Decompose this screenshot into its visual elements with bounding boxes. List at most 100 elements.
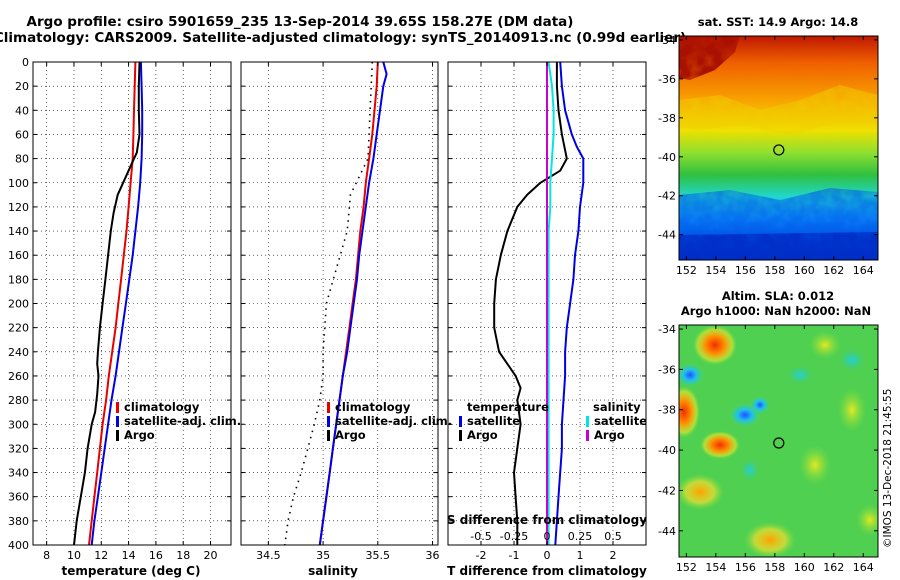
sla-map: 152 154 156 158 160 162 164 -34 -36 -38 -40 -42 -44 bbox=[658, 323, 879, 574]
sla-anomaly bbox=[838, 388, 866, 432]
legend-swatch-satellite bbox=[116, 416, 119, 427]
temperature-xlabel: temperature (deg C) bbox=[62, 564, 201, 578]
y-tick-label: 40 bbox=[15, 104, 29, 117]
map-y-tick-label: -42 bbox=[658, 190, 676, 203]
sla-low-anomaly bbox=[750, 396, 770, 414]
x-top-tick-label: 0.25 bbox=[568, 530, 593, 543]
map-x-tick-label: 158 bbox=[764, 561, 785, 574]
x-top-tick-label: 0.5 bbox=[604, 530, 622, 543]
series-line-t-argo bbox=[493, 62, 568, 545]
x-top-tick-label: -0.5 bbox=[470, 530, 491, 543]
sla-high-anomaly bbox=[679, 386, 700, 438]
sla-low-anomaly bbox=[679, 363, 704, 387]
sst-map: 152 154 156 158 160 162 164 -34 -36 -38 -40 -42 -44 bbox=[658, 34, 879, 277]
sla-anomaly bbox=[809, 331, 841, 359]
y-tick-label: 80 bbox=[15, 153, 29, 166]
y-tick-label: 380 bbox=[8, 515, 29, 528]
map-x-tick-label: 152 bbox=[676, 561, 697, 574]
legend-swatch-climatology bbox=[116, 402, 119, 413]
y-tick-label: 320 bbox=[8, 442, 29, 455]
x-tick-label: 36 bbox=[426, 549, 440, 562]
legend-label-satellite: satellite-adj. clim. bbox=[124, 414, 241, 428]
x-tick-label: 10 bbox=[67, 549, 81, 562]
y-tick-label: 60 bbox=[15, 128, 29, 141]
sst-map-frame bbox=[678, 35, 879, 261]
legend-label-s-argo: Argo bbox=[594, 428, 625, 442]
legend-label-t-argo: Argo bbox=[467, 428, 498, 442]
y-tick-label: 400 bbox=[8, 539, 29, 552]
map-y-tick-label: -36 bbox=[658, 73, 676, 86]
legend-label-argo: Argo bbox=[335, 428, 366, 442]
map-x-tick-label: 164 bbox=[853, 561, 874, 574]
map-x-tick-label: 160 bbox=[794, 561, 815, 574]
y-tick-label: 20 bbox=[15, 80, 29, 93]
temperature-legend: climatology satellite-adj. clim. Argo bbox=[116, 400, 241, 442]
map-x-tick-label: 158 bbox=[764, 264, 785, 277]
salinity-legend: climatology satellite-adj. clim. Argo bbox=[327, 400, 452, 442]
map-y-tick-label: -38 bbox=[658, 112, 676, 125]
temperature-panel: 0 20 40 60 80 100 120 140 160 180 200 220 240 260 280 3… bbox=[8, 56, 232, 562]
sla-high-anomaly bbox=[679, 474, 724, 510]
legend-label-argo: Argo bbox=[124, 428, 155, 442]
x-tick-label: 12 bbox=[94, 549, 108, 562]
map-y-tick-label: -40 bbox=[658, 151, 676, 164]
legend-heading-salinity: salinity bbox=[593, 400, 641, 414]
legend-swatch-argo bbox=[116, 430, 119, 441]
sla-high-anomaly bbox=[693, 325, 737, 365]
map-y-tick-label: -34 bbox=[658, 34, 676, 47]
sla-low-anomaly bbox=[838, 348, 866, 372]
difference-xlabel-top: S difference from climatology bbox=[447, 513, 647, 527]
map-x-tick-label: 156 bbox=[735, 264, 756, 277]
argo-position-marker bbox=[773, 437, 785, 449]
sla-map-title-2: Argo h1000: NaN h2000: NaN bbox=[681, 304, 871, 318]
plot-frame bbox=[240, 61, 439, 546]
title-line-2: Climatology: CARS2009. Satellite-adjuste… bbox=[0, 30, 686, 46]
map-y-tick-label: -44 bbox=[658, 525, 676, 538]
legend-swatch-climatology bbox=[327, 402, 330, 413]
credit-stamp: ©IMOS 13-Dec-2018 21:45:55 bbox=[882, 389, 894, 548]
x-tick-label: 1 bbox=[577, 549, 584, 562]
legend-swatch-satellite bbox=[327, 416, 330, 427]
x-tick-label: -1 bbox=[509, 549, 520, 562]
map-y-tick-label: -44 bbox=[658, 229, 676, 242]
y-tick-label: 180 bbox=[8, 273, 29, 286]
map-y-tick-label: -42 bbox=[658, 484, 676, 497]
difference-xlabel: T difference from climatology bbox=[447, 564, 647, 578]
x-tick-label: 0 bbox=[544, 549, 551, 562]
map-x-tick-label: 162 bbox=[823, 264, 844, 277]
y-tick-label: 140 bbox=[8, 225, 29, 238]
legend-swatch-s-argo bbox=[586, 430, 589, 441]
sla-anomaly bbox=[856, 504, 878, 536]
series-line-s-satellite bbox=[547, 61, 555, 545]
map-x-tick-label: 164 bbox=[853, 264, 874, 277]
legend-swatch-s-satellite bbox=[586, 416, 589, 427]
map-x-tick-label: 154 bbox=[705, 561, 726, 574]
x-tick-label: 16 bbox=[149, 549, 163, 562]
sla-low-anomaly bbox=[786, 365, 814, 385]
y-tick-label: 200 bbox=[8, 298, 29, 311]
y-tick-label: 220 bbox=[8, 322, 29, 335]
y-tick-label: 0 bbox=[22, 56, 29, 69]
sst-map-axes: 152 154 156 158 160 162 164 -34 -36 -38 -40 -42 -44 bbox=[658, 34, 878, 277]
series-line-climatology bbox=[88, 61, 137, 546]
y-tick-label: 160 bbox=[8, 249, 29, 262]
sla-anomaly bbox=[799, 445, 831, 485]
x-tick-label: 20 bbox=[204, 549, 218, 562]
map-y-tick-label: -36 bbox=[658, 363, 676, 376]
y-tick-label: 280 bbox=[8, 394, 29, 407]
map-x-tick-label: 156 bbox=[735, 561, 756, 574]
y-tick-label: 100 bbox=[8, 177, 29, 190]
y-tick-label: 340 bbox=[8, 467, 29, 480]
salinity-panel: 34.5 35 35.5 36 bbox=[240, 61, 440, 562]
series-line-satellite-adj-clim- bbox=[318, 61, 388, 546]
legend-heading-temperature: temperature bbox=[467, 400, 549, 414]
sla-map-title-1: Altim. SLA: 0.012 bbox=[722, 289, 834, 303]
map-y-tick-label: -40 bbox=[658, 444, 676, 457]
y-tick-label: 240 bbox=[8, 346, 29, 359]
x-tick-label: 18 bbox=[176, 549, 190, 562]
argo-position-marker bbox=[773, 144, 785, 156]
legend-label-satellite: satellite-adj. clim. bbox=[335, 414, 452, 428]
map-x-tick-label: 160 bbox=[794, 264, 815, 277]
legend-swatch-t-satellite bbox=[459, 416, 462, 427]
